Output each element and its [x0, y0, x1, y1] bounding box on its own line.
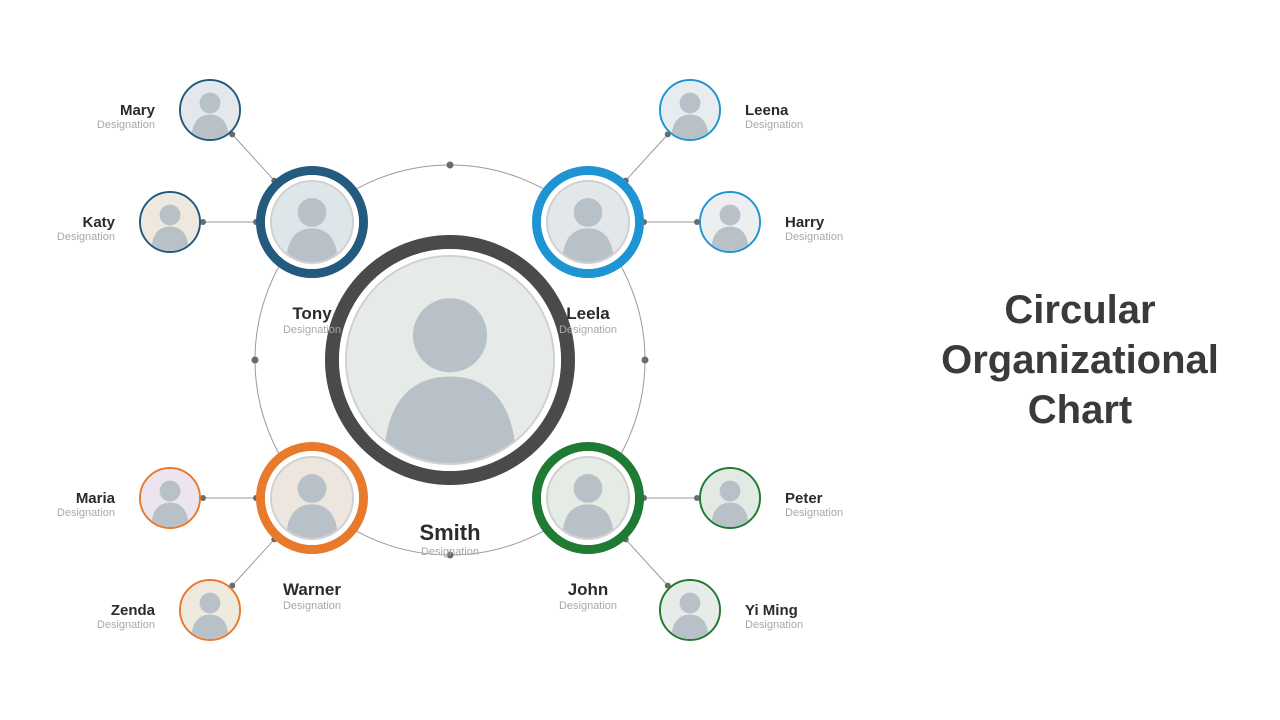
person-designation: Designation	[283, 324, 341, 336]
person-name: Maria	[57, 490, 115, 507]
person-designation: Designation	[419, 546, 480, 558]
person-designation: Designation	[785, 507, 843, 519]
chart-title: CircularOrganizationalChart	[941, 285, 1219, 435]
person-name: Harry	[785, 214, 843, 231]
person-label-maria: MariaDesignation	[57, 490, 115, 519]
person-label-harry: HarryDesignation	[785, 214, 843, 243]
person-name: Warner	[283, 580, 341, 600]
avatar	[699, 191, 761, 253]
person-label-smith: SmithDesignation	[419, 520, 480, 558]
avatar	[546, 456, 630, 540]
person-label-leena: LeenaDesignation	[745, 102, 803, 131]
person-label-tony: TonyDesignation	[283, 304, 341, 336]
person-label-katy: KatyDesignation	[57, 214, 115, 243]
person-label-zenda: ZendaDesignation	[97, 602, 155, 631]
person-warner	[256, 442, 368, 554]
person-name: Leena	[745, 102, 803, 119]
person-peter	[699, 467, 761, 529]
person-yiming	[659, 579, 721, 641]
person-leena	[659, 79, 721, 141]
person-name: John	[559, 580, 617, 600]
avatar	[139, 467, 201, 529]
avatar	[139, 191, 201, 253]
person-name: Mary	[97, 102, 155, 119]
person-name: Yi Ming	[745, 602, 803, 619]
person-label-peter: PeterDesignation	[785, 490, 843, 519]
person-designation: Designation	[745, 119, 803, 131]
person-leela	[532, 166, 644, 278]
person-label-warner: WarnerDesignation	[283, 580, 341, 612]
person-label-leela: LeelaDesignation	[559, 304, 617, 336]
person-mary	[179, 79, 241, 141]
person-name: Zenda	[97, 602, 155, 619]
person-designation: Designation	[97, 619, 155, 631]
person-zenda	[179, 579, 241, 641]
person-designation: Designation	[97, 119, 155, 131]
person-name: Peter	[785, 490, 843, 507]
person-designation: Designation	[57, 231, 115, 243]
person-name: Katy	[57, 214, 115, 231]
person-designation: Designation	[745, 619, 803, 631]
person-label-yiming: Yi MingDesignation	[745, 602, 803, 631]
person-designation: Designation	[785, 231, 843, 243]
chart-title-line: Circular	[941, 285, 1219, 335]
person-label-john: JohnDesignation	[559, 580, 617, 612]
avatar	[345, 255, 555, 465]
avatar	[659, 79, 721, 141]
person-maria	[139, 467, 201, 529]
person-john	[532, 442, 644, 554]
chart-title-line: Organizational	[941, 335, 1219, 385]
org-chart-stage: CircularOrganizationalChart SmithDesigna…	[0, 0, 1280, 720]
person-katy	[139, 191, 201, 253]
person-designation: Designation	[57, 507, 115, 519]
avatar	[179, 79, 241, 141]
avatar	[179, 579, 241, 641]
chart-title-line: Chart	[941, 385, 1219, 435]
person-designation: Designation	[283, 600, 341, 612]
person-harry	[699, 191, 761, 253]
person-designation: Designation	[559, 600, 617, 612]
person-designation: Designation	[559, 324, 617, 336]
person-label-mary: MaryDesignation	[97, 102, 155, 131]
person-name: Tony	[283, 304, 341, 324]
avatar	[699, 467, 761, 529]
avatar	[270, 456, 354, 540]
avatar	[546, 180, 630, 264]
person-name: Leela	[559, 304, 617, 324]
person-name: Smith	[419, 520, 480, 546]
avatar	[270, 180, 354, 264]
avatar	[659, 579, 721, 641]
person-tony	[256, 166, 368, 278]
